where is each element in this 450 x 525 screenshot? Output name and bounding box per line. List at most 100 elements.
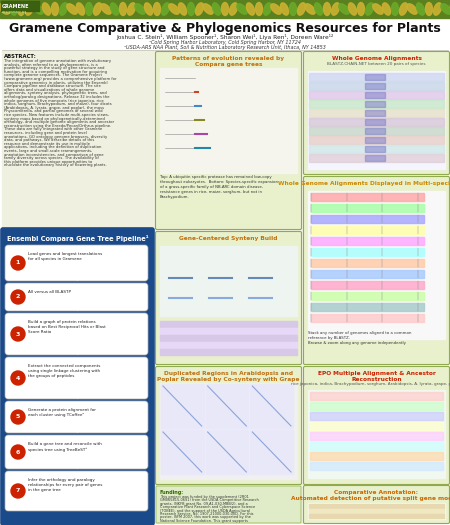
Text: annotation inconsistencies, and comparison of gene: annotation inconsistencies, and comparis… — [4, 153, 104, 156]
Bar — [309, 504, 444, 508]
Text: rice japonica, indica, Brachypodium, sorghum, Arabidopsis, A. lyrata, grape, pop: rice japonica, indica, Brachypodium, sor… — [291, 382, 450, 386]
Bar — [309, 509, 444, 513]
Ellipse shape — [315, 3, 323, 15]
Ellipse shape — [264, 3, 271, 15]
Text: reconstruction using the Enredo/Pecan/Orthrus pipeline.: reconstruction using the Enredo/Pecan/Or… — [4, 124, 111, 128]
Ellipse shape — [348, 3, 356, 15]
Bar — [309, 145, 444, 153]
Ellipse shape — [153, 3, 161, 16]
Text: These data are fully integrated with other Gramene: These data are fully integrated with oth… — [4, 128, 102, 131]
Text: this platform provides unique opportunities to: this platform provides unique opportunit… — [4, 160, 92, 164]
Text: All versus all BLASTP: All versus all BLASTP — [28, 290, 71, 294]
Text: Load genes and longest translations
for all species in Gramene: Load genes and longest translations for … — [28, 252, 102, 261]
Bar — [310, 402, 443, 410]
FancyBboxPatch shape — [156, 486, 301, 523]
Ellipse shape — [221, 3, 229, 16]
Bar — [161, 430, 204, 474]
Text: 3: 3 — [16, 331, 20, 337]
Bar — [311, 204, 424, 212]
Bar — [160, 68, 297, 173]
Bar — [2, 51, 448, 523]
Text: Duplicated Regions in Arabidopsis and
Poplar Revealed by Co-synteny with Grape: Duplicated Regions in Arabidopsis and Po… — [157, 371, 300, 382]
Ellipse shape — [120, 3, 126, 16]
Text: alignments, synteny analysis, phylogenetic trees, and: alignments, synteny analysis, phylogenet… — [4, 91, 107, 96]
Ellipse shape — [357, 3, 364, 16]
Circle shape — [11, 256, 25, 270]
Text: 7: 7 — [16, 488, 20, 493]
Circle shape — [11, 484, 25, 498]
Text: synteny maps based on phylogenetically-determined: synteny maps based on phylogenetically-d… — [4, 117, 105, 121]
Text: Ensembl Compara Gene Tree Pipeline¹: Ensembl Compara Gene Tree Pipeline¹ — [7, 235, 148, 242]
FancyBboxPatch shape — [5, 471, 148, 511]
Bar — [311, 292, 424, 300]
Ellipse shape — [51, 3, 59, 16]
Bar — [309, 82, 444, 90]
Ellipse shape — [94, 3, 102, 15]
Ellipse shape — [407, 4, 417, 14]
Circle shape — [11, 371, 25, 385]
FancyBboxPatch shape — [303, 366, 450, 485]
Ellipse shape — [332, 3, 339, 15]
Bar — [365, 119, 385, 125]
Text: resources, including gene and protein level: resources, including gene and protein le… — [4, 131, 87, 135]
Text: BLASTZ-CHAIN-NET between 20 pairs of species: BLASTZ-CHAIN-NET between 20 pairs of spe… — [327, 61, 426, 66]
Text: elucidate the evolutionary history of flowering plants.: elucidate the evolutionary history of fl… — [4, 163, 107, 167]
FancyBboxPatch shape — [156, 232, 302, 364]
Text: Stack any number of genomes aligned to a common
reference by BLASTZ.
Browse & zo: Stack any number of genomes aligned to a… — [308, 331, 411, 345]
Bar — [309, 118, 444, 126]
Text: ²USDA-ARS NAA Plant, Soil & Nutrition Laboratory Research Unit, Ithaca, NY 14853: ²USDA-ARS NAA Plant, Soil & Nutrition La… — [124, 46, 326, 50]
Ellipse shape — [271, 4, 281, 14]
Bar — [311, 248, 424, 256]
Bar — [311, 237, 424, 245]
Bar — [310, 442, 443, 450]
Bar — [311, 215, 424, 223]
Text: Comparative Plant Research and Cyberspace Science: Comparative Plant Research and Cyberspac… — [160, 505, 255, 509]
Bar — [309, 91, 444, 99]
Ellipse shape — [426, 3, 432, 16]
Text: This project was funded by the supplement (2R01: This project was funded by the supplemen… — [160, 495, 249, 499]
Ellipse shape — [86, 3, 93, 16]
Bar — [160, 246, 297, 316]
Text: Whole Genome Alignments: Whole Genome Alignments — [332, 56, 422, 61]
Bar — [0, 0, 450, 18]
Text: family diversity across species. The availability of: family diversity across species. The ava… — [4, 156, 99, 160]
Ellipse shape — [441, 4, 450, 14]
Ellipse shape — [289, 3, 297, 16]
Bar — [309, 154, 444, 162]
Bar — [365, 101, 385, 107]
Text: resource and demonstrate its use in multiple: resource and demonstrate its use in mult… — [4, 142, 90, 146]
Ellipse shape — [127, 3, 135, 15]
Bar — [311, 270, 424, 278]
Ellipse shape — [59, 3, 68, 15]
Text: Research Service. No. 1907-21000-030-00D. For this: Research Service. No. 1907-21000-030-00D… — [160, 512, 253, 516]
Ellipse shape — [382, 3, 391, 15]
Bar — [311, 281, 424, 289]
Text: ABSTRACT:: ABSTRACT: — [4, 54, 37, 59]
Text: poster, ISFM 2007, this work was supported by the: poster, ISFM 2007, this work was support… — [160, 516, 251, 519]
Text: (Arabidopsis, A. lyrata, grape, and poplar), the moss: (Arabidopsis, A. lyrata, grape, and popl… — [4, 106, 104, 110]
Text: Physcomitrella, and partial genomes of several wild: Physcomitrella, and partial genomes of s… — [4, 109, 103, 113]
Text: 6: 6 — [16, 449, 20, 455]
Bar — [160, 335, 297, 341]
Bar — [309, 100, 444, 108]
Text: applications, including the definition of duplication: applications, including the definition o… — [4, 145, 101, 150]
Text: Patterns of evolution revealed by
Compara gene trees: Patterns of evolution revealed by Compar… — [172, 56, 284, 67]
Bar — [1, 1, 39, 11]
Bar — [206, 430, 248, 474]
Text: orthology, and multiple genome alignments and ancestor: orthology, and multiple genome alignment… — [4, 120, 114, 124]
Text: 1: 1 — [16, 260, 20, 266]
FancyBboxPatch shape — [1, 228, 154, 525]
Bar — [310, 432, 443, 440]
Text: Generate a protein alignment for
each cluster using TCoffee²: Generate a protein alignment for each cl… — [28, 408, 96, 417]
Bar — [309, 109, 444, 117]
Circle shape — [11, 327, 25, 341]
Ellipse shape — [280, 3, 288, 15]
Bar — [310, 412, 443, 420]
Ellipse shape — [26, 3, 33, 15]
Bar — [311, 303, 424, 311]
Ellipse shape — [135, 4, 145, 14]
Bar — [308, 191, 445, 339]
Ellipse shape — [212, 3, 220, 15]
Bar — [160, 328, 297, 334]
Bar — [311, 226, 424, 234]
